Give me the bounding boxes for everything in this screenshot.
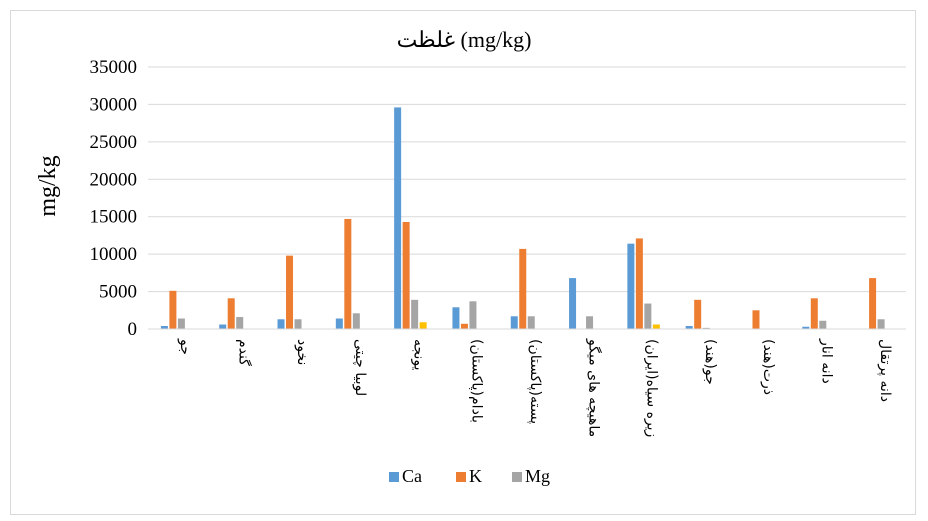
- bar-mg: [294, 319, 302, 329]
- bar-mg: [177, 318, 185, 329]
- bar-mg: [469, 301, 477, 329]
- bar-chart: غلظت (mg/kg) 0 5000 10000 15000 20000 25000 30…: [35, 27, 906, 486]
- bar-mg: [702, 327, 710, 329]
- legend-swatch-k: [456, 472, 466, 482]
- bar-series-4: [419, 322, 427, 329]
- y-axis-label: mg/kg: [35, 155, 61, 216]
- bar-k: [752, 310, 760, 329]
- x-tick-label: ذرت(هند): [760, 339, 776, 395]
- gridlines: [148, 66, 906, 293]
- x-tick-label: پسته(پاکستان): [527, 339, 543, 424]
- bar-ca: [335, 318, 343, 329]
- chart-frame: غلظت (mg/kg) 0 5000 10000 15000 20000 25000 30…: [10, 10, 916, 515]
- bar-ca: [277, 319, 285, 329]
- bar-ca: [627, 243, 635, 329]
- x-tick-label: ماهیچه های میگو: [585, 338, 602, 437]
- y-tick-label: 15000: [90, 207, 138, 228]
- bar-mg: [352, 313, 360, 329]
- y-tick-label: 10000: [90, 244, 138, 265]
- x-axis-ticks: جو گندم نخود لوبیا چیتی یونجه بادام(پاکستان) پ…: [177, 338, 893, 437]
- legend-swatch-mg: [512, 472, 522, 482]
- bar-k: [169, 290, 177, 329]
- bar-ca: [219, 324, 227, 329]
- bar-k: [869, 278, 877, 329]
- x-tick-label: دانه پرتقال: [877, 339, 893, 402]
- bar-mg: [236, 317, 244, 329]
- y-axis-ticks: 0 5000 10000 15000 20000 25000 30000 35000: [90, 57, 138, 340]
- bars: [160, 107, 885, 330]
- x-tick-label: نخود: [294, 339, 310, 365]
- bar-k: [286, 255, 294, 329]
- bar-k: [402, 221, 410, 329]
- chart-title: غلظت (mg/kg): [397, 27, 532, 52]
- x-tick-label: گندم: [235, 339, 252, 366]
- x-tick-label: جو(هند): [702, 339, 718, 385]
- bar-series-4: [652, 324, 660, 329]
- x-tick-label: جو: [177, 338, 193, 355]
- x-tick-label: یونجه: [410, 339, 426, 371]
- bar-mg: [877, 319, 885, 329]
- bar-ca: [685, 326, 693, 329]
- y-tick-label: 25000: [90, 132, 138, 153]
- legend-label-ca: Ca: [402, 466, 422, 486]
- y-tick-label: 0: [128, 319, 138, 340]
- bar-mg: [644, 303, 652, 329]
- bar-mg: [411, 299, 419, 329]
- x-tick-label: دانه انار: [819, 338, 835, 384]
- bar-k: [694, 299, 702, 329]
- bar-k: [460, 323, 468, 329]
- x-tick-label: زیره سیاه(ایران): [644, 339, 660, 437]
- bar-ca: [802, 326, 810, 329]
- y-tick-label: 35000: [90, 57, 138, 78]
- bar-ca: [452, 307, 460, 329]
- legend-swatch-ca: [389, 472, 399, 482]
- y-tick-label: 20000: [90, 169, 138, 190]
- bar-mg: [586, 316, 594, 329]
- bar-ca: [510, 316, 518, 329]
- y-tick-label: 5000: [99, 282, 137, 303]
- bar-ca: [569, 278, 577, 329]
- legend-label-k: K: [469, 466, 482, 486]
- bar-k: [810, 298, 818, 329]
- x-tick-label: بادام(پاکستان): [469, 339, 485, 423]
- bar-mg: [527, 316, 535, 329]
- bar-k: [227, 298, 235, 329]
- legend-label-mg: Mg: [525, 466, 550, 486]
- bar-ca: [394, 107, 402, 330]
- bar-k: [635, 238, 643, 329]
- bar-ca: [160, 326, 168, 329]
- legend: Ca K Mg: [389, 466, 550, 486]
- y-tick-label: 30000: [90, 94, 138, 115]
- x-tick-label: لوبیا چیتی: [352, 339, 368, 396]
- bar-mg: [819, 320, 827, 329]
- bar-k: [519, 248, 527, 329]
- bar-k: [344, 218, 352, 329]
